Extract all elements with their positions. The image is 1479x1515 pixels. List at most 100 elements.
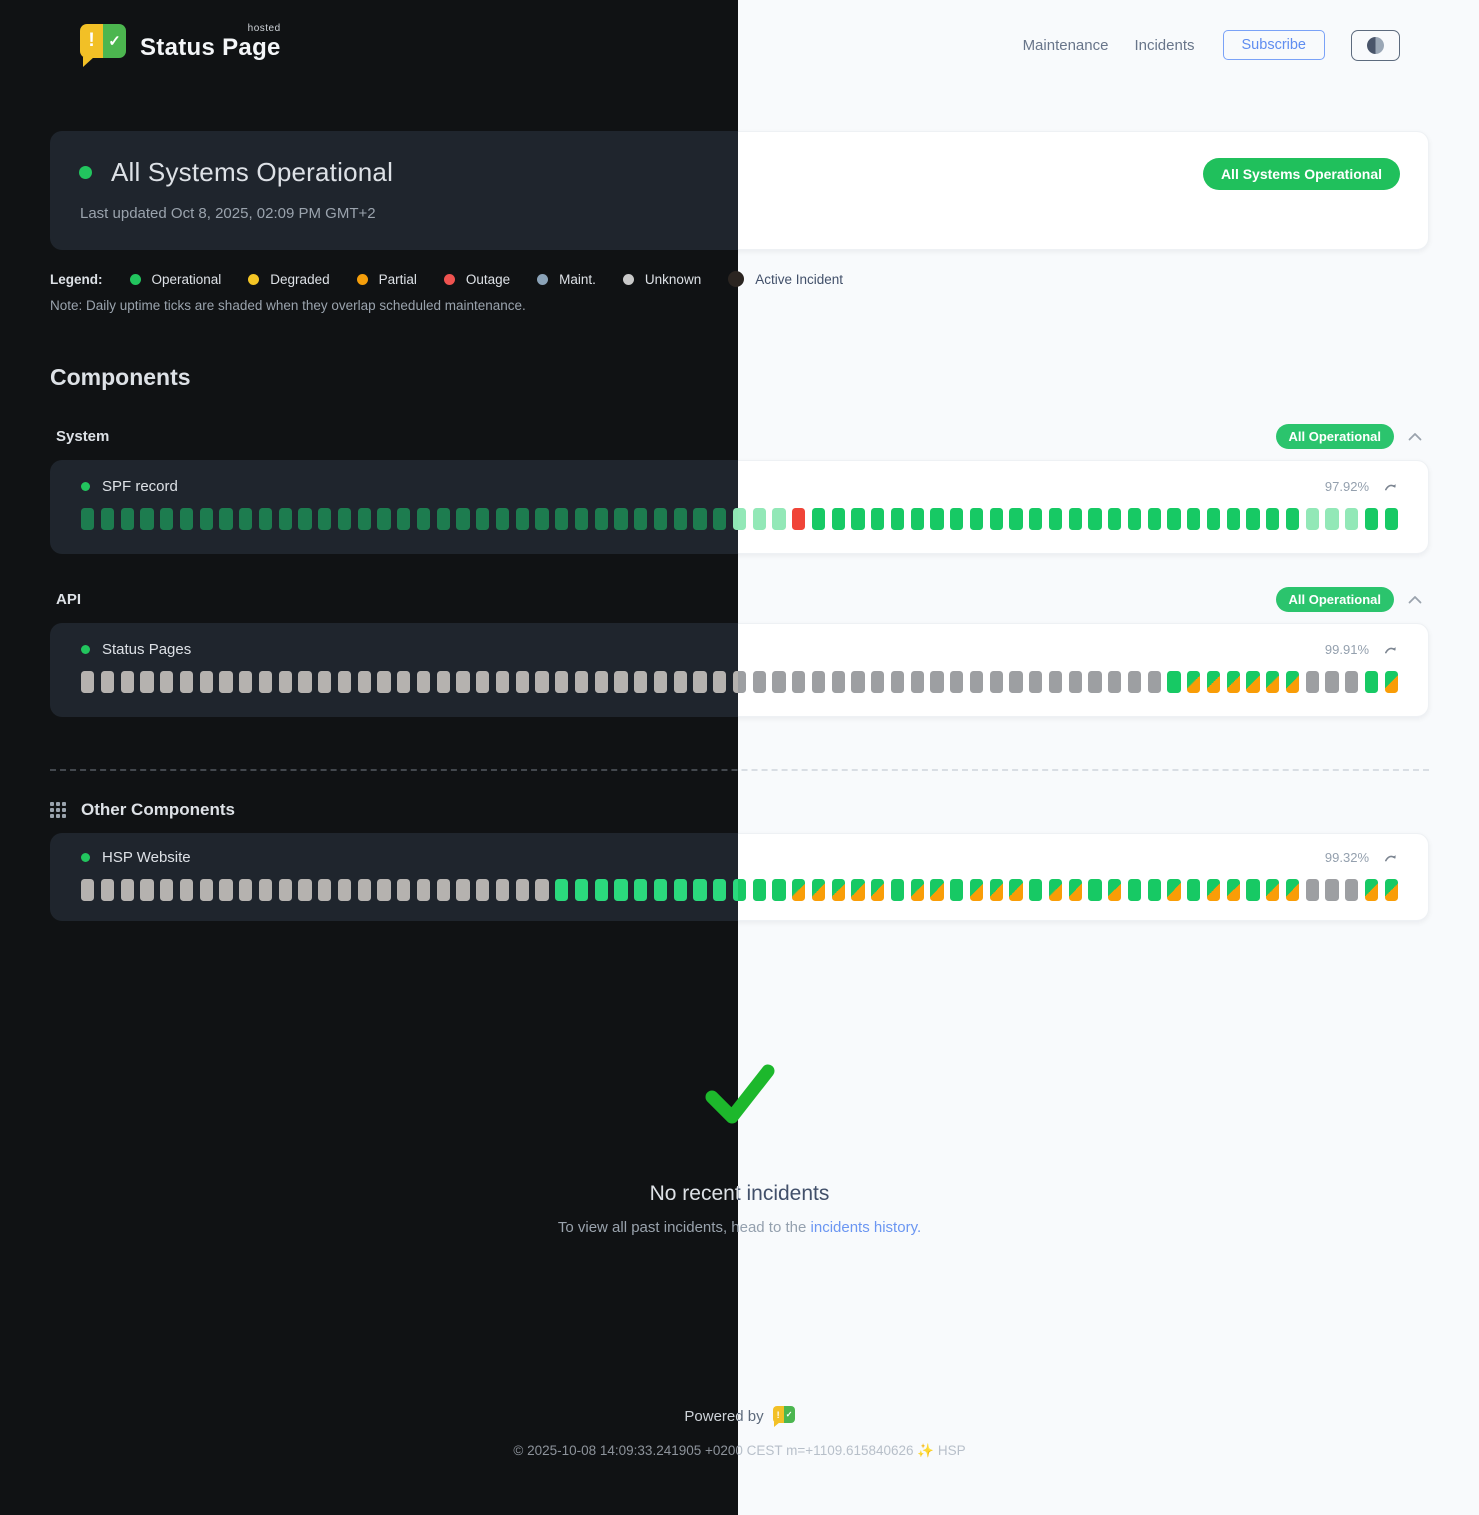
uptime-tick bbox=[792, 508, 806, 530]
uptime-tick bbox=[81, 671, 95, 693]
operational-dot-icon bbox=[129, 273, 141, 285]
uptime-tick bbox=[1029, 508, 1043, 530]
group-name: API bbox=[56, 591, 82, 608]
uptime-tick bbox=[495, 671, 509, 693]
copyright-text: © 2025-10-08 14:09:33.241905 +0200 CEST … bbox=[513, 1443, 966, 1458]
brand-hosted-label: hosted bbox=[247, 23, 281, 34]
component-card-status-pages: Status Pages 99.91% bbox=[738, 623, 1429, 717]
footer-logo-icon[interactable]: ! ✓ bbox=[772, 1406, 795, 1427]
uptime-tick bbox=[377, 671, 391, 693]
recent-incidents-section: No recent incidents To view all past inc… bbox=[738, 1061, 1479, 1236]
uptime-tick bbox=[634, 671, 648, 693]
uptime-tick bbox=[1305, 671, 1319, 693]
uptime-tick bbox=[738, 671, 746, 693]
uptime-tick bbox=[219, 671, 233, 693]
section-divider bbox=[738, 769, 1429, 771]
uptime-tick bbox=[416, 671, 430, 693]
top-nav: Maintenance Incidents Subscribe bbox=[1022, 29, 1400, 61]
uptime-tick bbox=[831, 879, 845, 901]
uptime-tick bbox=[1127, 671, 1141, 693]
active-incident-dot-icon bbox=[738, 271, 745, 287]
component-group-other: HSP Website 99.32% bbox=[738, 833, 1429, 921]
uptime-tick bbox=[1088, 879, 1102, 901]
uptime-tick bbox=[1364, 879, 1378, 901]
uptime-tick bbox=[950, 879, 964, 901]
uptime-tick bbox=[1206, 671, 1220, 693]
refresh-icon[interactable] bbox=[1384, 644, 1398, 656]
chevron-up-icon[interactable] bbox=[1407, 430, 1423, 443]
chevron-up-icon[interactable] bbox=[1407, 593, 1423, 606]
uptime-tick bbox=[515, 508, 529, 530]
legend-item-active-incident: Active Incident bbox=[738, 271, 843, 287]
uptime-tick bbox=[693, 508, 707, 530]
logo-exclamation-half: ! bbox=[80, 24, 103, 58]
uptime-tick bbox=[555, 879, 569, 901]
uptime-tick bbox=[160, 508, 174, 530]
uptime-tick bbox=[950, 671, 964, 693]
uptime-tick bbox=[179, 879, 193, 901]
uptime-tick bbox=[811, 508, 825, 530]
uptime-tick bbox=[792, 671, 806, 693]
uptime-tick bbox=[337, 671, 351, 693]
partial-dot-icon bbox=[356, 273, 368, 285]
brand-logo[interactable]: ! ✓ hosted Status Page bbox=[80, 23, 281, 67]
uptime-tick bbox=[1364, 508, 1378, 530]
uptime-tick bbox=[357, 879, 371, 901]
uptime-tick bbox=[851, 879, 865, 901]
legend-label: Legend: bbox=[50, 271, 103, 287]
uptime-tick bbox=[1068, 879, 1082, 901]
uptime-tick bbox=[969, 879, 983, 901]
uptime-tick bbox=[416, 879, 430, 901]
maintenance-dot-icon bbox=[537, 273, 549, 285]
uptime-tick bbox=[673, 879, 687, 901]
overall-status-badge: All Systems Operational bbox=[1202, 158, 1400, 190]
uptime-tick bbox=[614, 879, 628, 901]
uptime-tick bbox=[1068, 671, 1082, 693]
uptime-tick bbox=[1384, 508, 1398, 530]
uptime-tick bbox=[100, 879, 114, 901]
legend-item-outage: Outage bbox=[443, 272, 510, 287]
legend-item-maint: Maint. bbox=[537, 272, 596, 287]
uptime-tick bbox=[199, 879, 213, 901]
uptime-tick bbox=[1127, 508, 1141, 530]
logo-check-half: ✓ bbox=[103, 24, 126, 58]
uptime-tick bbox=[772, 671, 786, 693]
uptime-tick bbox=[614, 508, 628, 530]
uptime-tick bbox=[1147, 671, 1161, 693]
component-group-system: System All Operational SPF record 97.92% bbox=[738, 424, 1429, 554]
nav-maintenance[interactable]: Maintenance bbox=[1022, 36, 1109, 54]
uptime-tick bbox=[1364, 671, 1378, 693]
uptime-tick bbox=[140, 879, 154, 901]
uptime-tick bbox=[930, 671, 944, 693]
uptime-ticks-row bbox=[738, 671, 1398, 693]
group-name: System bbox=[56, 428, 110, 445]
uptime-tick bbox=[1108, 879, 1122, 901]
outage-dot-icon bbox=[443, 273, 455, 285]
uptime-tick bbox=[1108, 671, 1122, 693]
uptime-tick bbox=[81, 879, 95, 901]
uptime-tick bbox=[436, 508, 450, 530]
uptime-tick bbox=[515, 879, 529, 901]
footer: Powered by ! ✓ © 2025-10-08 14:09:33.241… bbox=[513, 1406, 1479, 1459]
incidents-history-link[interactable]: incidents history. bbox=[810, 1219, 922, 1236]
uptime-tick bbox=[969, 508, 983, 530]
uptime-tick bbox=[930, 879, 944, 901]
degraded-dot-icon bbox=[248, 273, 260, 285]
uptime-tick bbox=[772, 879, 786, 901]
uptime-tick bbox=[871, 879, 885, 901]
group-header: System All Operational bbox=[738, 424, 1429, 449]
uptime-tick bbox=[555, 508, 569, 530]
uptime-tick bbox=[713, 879, 727, 901]
big-checkmark-icon bbox=[738, 1061, 1479, 1127]
refresh-icon[interactable] bbox=[1384, 852, 1398, 864]
nav-incidents[interactable]: Incidents bbox=[1134, 36, 1195, 54]
uptime-tick bbox=[555, 671, 569, 693]
uptime-tick bbox=[1206, 879, 1220, 901]
refresh-icon[interactable] bbox=[1384, 481, 1398, 493]
uptime-tick bbox=[298, 879, 312, 901]
uptime-tick bbox=[100, 508, 114, 530]
uptime-tick bbox=[357, 671, 371, 693]
subscribe-button[interactable]: Subscribe bbox=[1222, 30, 1325, 60]
uptime-tick bbox=[1029, 671, 1043, 693]
theme-toggle-button[interactable] bbox=[1351, 29, 1400, 61]
